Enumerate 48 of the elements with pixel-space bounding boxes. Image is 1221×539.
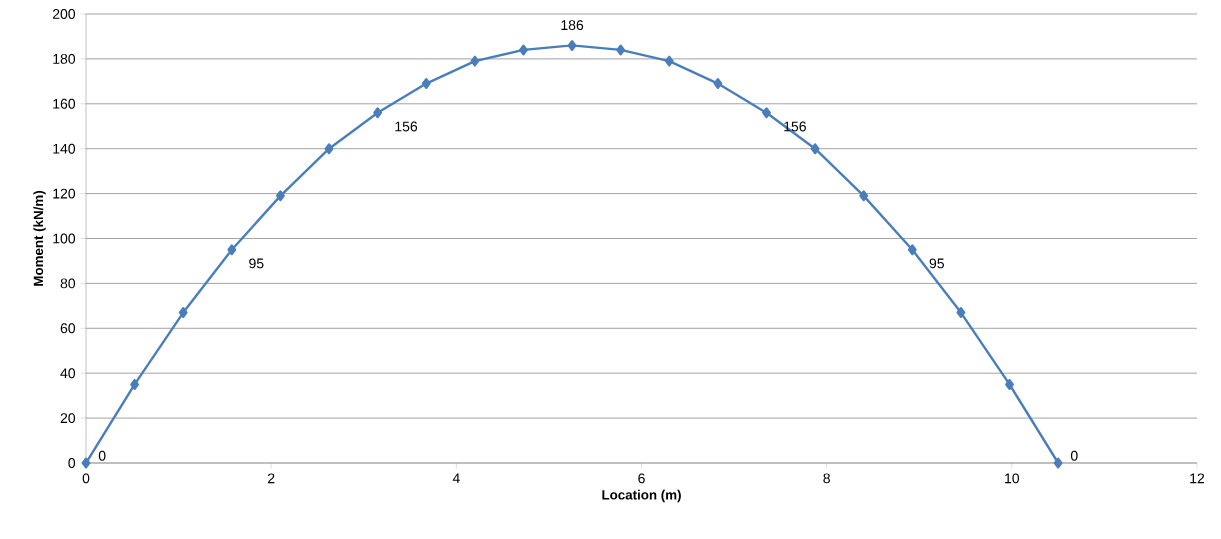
point xyxy=(664,55,674,67)
point xyxy=(1053,457,1063,469)
y-tick-label: 100 xyxy=(53,233,76,244)
point xyxy=(276,190,285,202)
point xyxy=(373,107,383,119)
x-axis-title: Location (m) xyxy=(602,489,681,503)
point xyxy=(713,78,723,90)
data-label: 156 xyxy=(395,121,418,132)
y-tick-label: 60 xyxy=(60,323,76,334)
y-tick-label: 0 xyxy=(68,458,76,468)
x-tick-label: 2 xyxy=(268,473,275,484)
x-tick-label: 6 xyxy=(638,473,645,484)
point xyxy=(907,244,917,256)
point xyxy=(519,44,528,56)
x-tick-label: 10 xyxy=(1005,473,1020,484)
point xyxy=(956,307,966,319)
data-label: 95 xyxy=(249,258,264,269)
y-tick-label: 80 xyxy=(60,278,76,289)
y-tick-label: 160 xyxy=(53,98,76,109)
y-tick-label: 20 xyxy=(60,413,76,424)
point xyxy=(567,39,577,51)
x-tick-label: 0 xyxy=(82,473,90,484)
y-tick-label: 140 xyxy=(53,143,76,154)
x-tick-label: 4 xyxy=(452,473,460,484)
point xyxy=(81,457,91,469)
y-tick-label: 40 xyxy=(60,368,76,379)
data-label: 95 xyxy=(929,258,944,269)
point xyxy=(810,143,820,155)
point xyxy=(324,143,334,155)
data-label: 186 xyxy=(561,20,584,31)
point xyxy=(178,307,188,319)
data-label: 0 xyxy=(98,450,106,461)
point xyxy=(421,78,431,90)
y-tick-label: 200 xyxy=(52,9,76,19)
point xyxy=(130,378,140,390)
point xyxy=(470,55,480,67)
x-tick-label: 8 xyxy=(823,473,830,484)
point xyxy=(616,44,626,56)
y-tick-label: 120 xyxy=(53,188,76,199)
data-label: 0 xyxy=(1070,450,1078,461)
y-axis-title: Moment (kN/m) xyxy=(33,191,46,286)
point xyxy=(1005,378,1014,390)
point xyxy=(859,190,869,202)
data-label: 156 xyxy=(784,121,806,132)
point xyxy=(762,107,771,119)
point xyxy=(227,244,237,256)
x-tick-label: 12 xyxy=(1190,473,1205,484)
y-tick-label: 180 xyxy=(53,53,76,64)
